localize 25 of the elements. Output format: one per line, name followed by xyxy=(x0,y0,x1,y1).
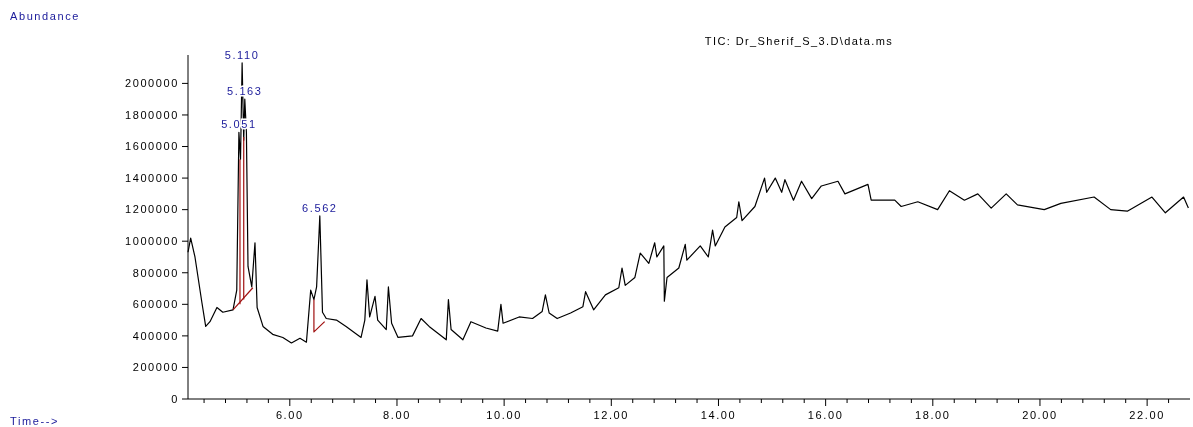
y-tick-label: 600000 xyxy=(132,298,179,311)
x-tick-label: 12.00 xyxy=(593,409,630,421)
text: Abundance xyxy=(10,10,81,22)
annotation: 6.562 xyxy=(302,201,338,214)
y-tick-label: 1200000 xyxy=(124,203,179,216)
y-tick-label: 1600000 xyxy=(124,140,179,153)
y-tick-label: 400000 xyxy=(132,329,179,342)
x-tick-label: 8.00 xyxy=(383,409,411,421)
y-tick-label: 0 xyxy=(171,392,179,405)
x-tick-label: 6.00 xyxy=(275,409,304,421)
y-tick-label: 1000000 xyxy=(124,235,179,248)
y-tick-label: 200000 xyxy=(132,361,179,374)
x-tick-label: 18.00 xyxy=(915,409,951,421)
x-tick-label: 20.00 xyxy=(1022,409,1058,421)
x-tick-label: 10.00 xyxy=(486,409,522,421)
annotation: 5.110 xyxy=(224,48,260,61)
x-tick-label: 14.00 xyxy=(700,409,737,421)
chart-title: TIC: Dr_Sherif_S_3.D\data.ms xyxy=(704,35,894,47)
x-tick-label: 22.00 xyxy=(1129,409,1165,421)
y-tick-label: 2000000 xyxy=(124,77,179,90)
y-tick-label: 1400000 xyxy=(124,171,179,184)
y-tick-label: 800000 xyxy=(132,266,179,279)
y-tick-label: 1800000 xyxy=(124,108,179,121)
text: Time--> xyxy=(10,415,59,427)
x-tick-label: 16.00 xyxy=(807,409,844,421)
